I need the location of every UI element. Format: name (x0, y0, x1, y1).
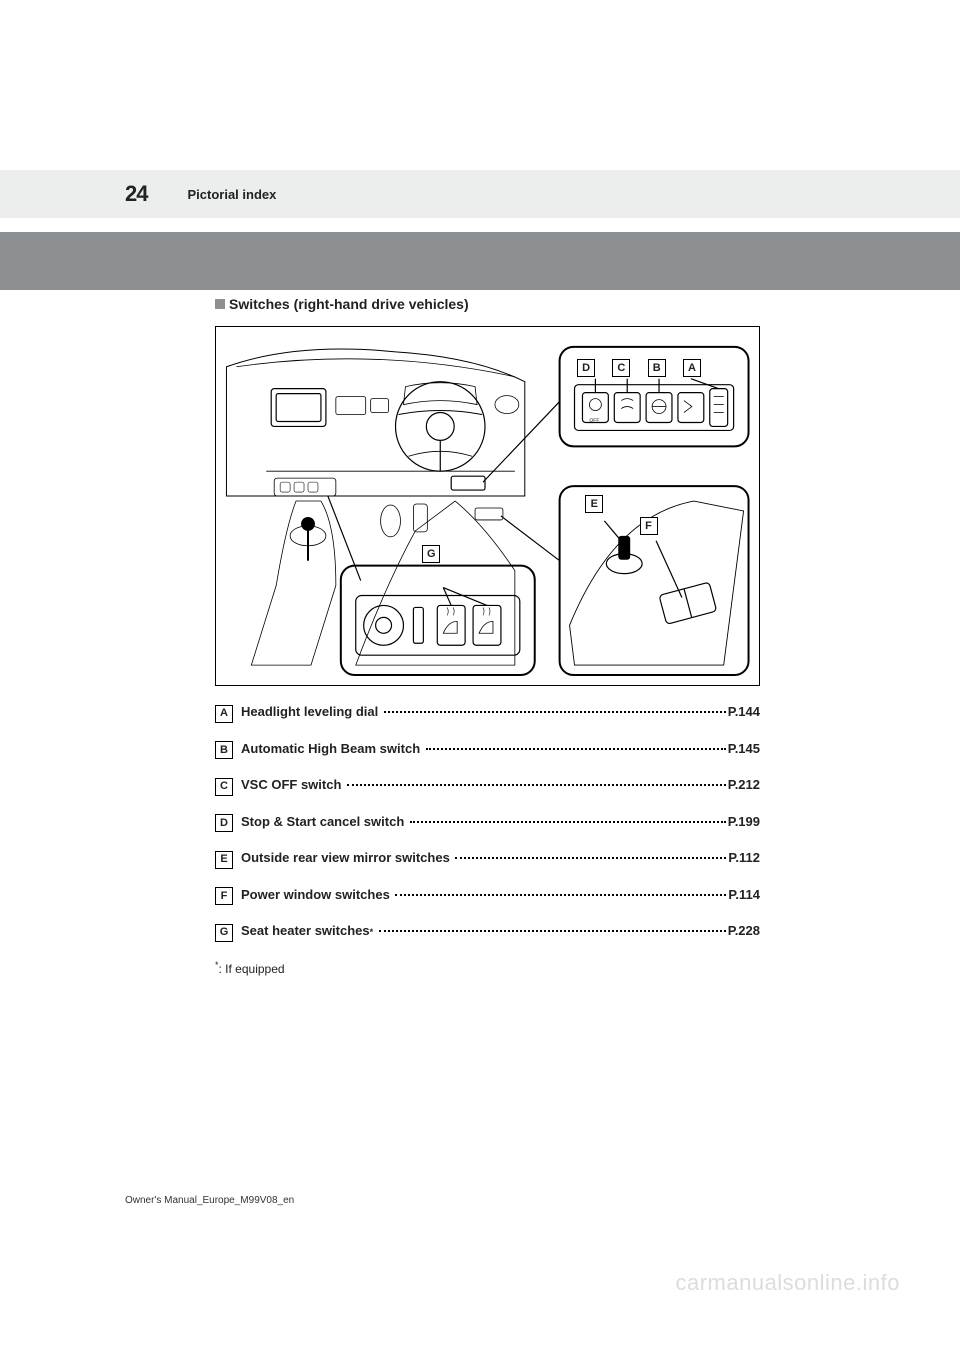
diagram-label-d: D (577, 359, 595, 377)
index-page-ref[interactable]: P.145 (728, 741, 760, 756)
index-page-ref[interactable]: P.114 (728, 887, 760, 902)
leader-dots (347, 784, 726, 786)
index-label: VSC OFF switch (241, 777, 341, 792)
index-letter-box: G (215, 924, 233, 942)
index-label: Automatic High Beam switch (241, 741, 420, 756)
leader-dots (395, 894, 726, 896)
index-row: C VSC OFF switch P.212 (215, 777, 760, 796)
index-letter-box: C (215, 778, 233, 796)
diagram-label-e: E (585, 495, 603, 513)
index-page-ref[interactable]: P.199 (728, 814, 760, 829)
index-row: F Power window switches P.114 (215, 887, 760, 906)
subtitle: Switches (right-hand drive vehicles) (215, 296, 760, 312)
header-band: 24 Pictorial index (0, 170, 960, 218)
index-row: GSeat heater switches* P.228 (215, 923, 760, 942)
index-page-ref[interactable]: P.212 (728, 777, 760, 792)
index-letter-box: F (215, 887, 233, 905)
index-letter-box: B (215, 741, 233, 759)
index-label: Stop & Start cancel switch (241, 814, 404, 829)
diagram-label-g: G (422, 545, 440, 563)
index-row: B Automatic High Beam switch P.145 (215, 741, 760, 760)
index-row: A Headlight leveling dial P.144 (215, 704, 760, 723)
content: Switches (right-hand drive vehicles) (215, 296, 760, 976)
diagram-label-a: A (683, 359, 701, 377)
index-list: A Headlight leveling dial P.144 B Automatic… (215, 704, 760, 942)
leader-dots (410, 821, 726, 823)
diagram: OFF (215, 326, 760, 686)
footnote-text: : If equipped (219, 962, 285, 976)
index-page-ref[interactable]: P.112 (728, 850, 760, 865)
index-label: Seat heater switches (241, 923, 370, 938)
index-letter-box: A (215, 705, 233, 723)
subtitle-text: Switches (right-hand drive vehicles) (229, 296, 469, 312)
svg-text:OFF: OFF (589, 417, 599, 423)
diagram-label-c: C (612, 359, 630, 377)
leader-dots (455, 857, 726, 859)
index-page-ref[interactable]: P.228 (728, 923, 760, 938)
index-label: Outside rear view mirror switches (241, 850, 450, 865)
index-letter-box: E (215, 851, 233, 869)
watermark: carmanualsonline.info (675, 1270, 900, 1296)
index-row: D Stop & Start cancel switch P.199 (215, 814, 760, 833)
index-letter-box: D (215, 814, 233, 832)
index-label: Headlight leveling dial (241, 704, 378, 719)
footnote: *: If equipped (215, 960, 760, 976)
leader-dots (426, 748, 726, 750)
index-label: Power window switches (241, 887, 390, 902)
page-number: 24 (125, 181, 147, 207)
index-page-ref[interactable]: P.144 (728, 704, 760, 719)
leader-dots (384, 711, 726, 713)
footer: Owner's Manual_Europe_M99V08_en (125, 1195, 294, 1206)
diagram-label-f: F (640, 517, 658, 535)
square-bullet-icon (215, 299, 225, 309)
leader-dots (379, 930, 726, 932)
dark-band (0, 232, 960, 290)
dashboard-illustration: OFF (216, 327, 759, 685)
index-row: E Outside rear view mirror switches P.112 (215, 850, 760, 869)
section-name: Pictorial index (187, 187, 276, 202)
diagram-label-b: B (648, 359, 666, 377)
